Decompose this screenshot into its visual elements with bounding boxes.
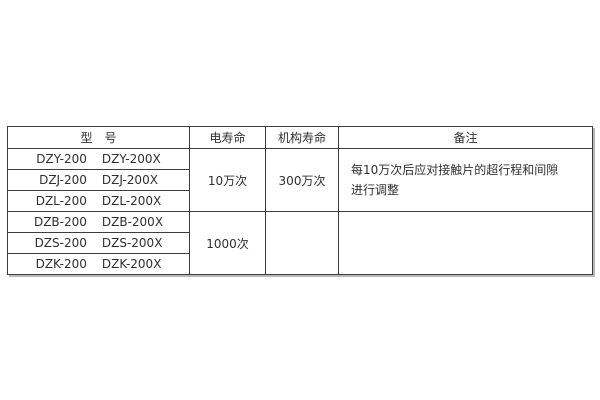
model-name: DZB-200X — [101, 215, 164, 229]
remark-group-1: 每10万次后应对接触片的超行程和间隙 进行调整 — [338, 148, 593, 212]
model-cell-dzs: DZS-200 DZS-200X — [7, 232, 190, 254]
model-cell-dzj: DZJ-200 DZJ-200X — [7, 169, 190, 191]
header-row: 型 号 电寿命 机构寿命 备注 — [7, 126, 593, 149]
model-cell-dzk: DZK-200 DZK-200X — [7, 253, 190, 275]
mechanism-life-group-2 — [265, 211, 339, 275]
table-row: DZY-200 DZY-200X 10万次 300万次 每10万次后应对接触片的… — [7, 148, 593, 212]
model-cell-dzb: DZB-200 DZB-200X — [7, 211, 190, 233]
model-cell-dzy: DZY-200 DZY-200X — [7, 148, 190, 170]
model-cell-dzl: DZL-200 DZL-200X — [7, 190, 190, 212]
model-name: DZK-200 — [35, 257, 87, 271]
model-name: DZS-200X — [101, 236, 163, 250]
mechanism-life-group-1: 300万次 — [265, 148, 339, 212]
header-remark: 备注 — [338, 126, 593, 149]
model-name: DZK-200X — [101, 257, 162, 271]
remark-group-2 — [338, 211, 593, 275]
electrical-life-group-1: 10万次 — [189, 148, 266, 212]
table-row: DZB-200 DZB-200X 1000次 — [7, 211, 593, 275]
model-name: DZS-200 — [34, 236, 87, 250]
table-row: DZL-200 DZL-200X — [7, 190, 593, 212]
model-name: DZJ-200 — [39, 173, 87, 187]
header-electrical-life: 电寿命 — [189, 126, 266, 149]
remark-line-2: 进行调整 — [351, 183, 400, 197]
model-name: DZL-200X — [101, 194, 162, 208]
model-name: DZY-200 — [36, 152, 87, 166]
header-model: 型 号 — [7, 126, 190, 149]
electrical-life-group-2: 1000次 — [189, 211, 266, 275]
relay-life-spec-table: 型 号 电寿命 机构寿命 备注 DZY-200 DZY-200X 10万次 30… — [7, 126, 593, 275]
model-name: DZY-200X — [101, 152, 161, 166]
model-name: DZB-200 — [33, 215, 87, 229]
header-mechanism-life: 机构寿命 — [265, 126, 339, 149]
remark-line-1: 每10万次后应对接触片的超行程和间隙 — [351, 163, 559, 177]
table-row: DZJ-200 DZJ-200X — [7, 169, 593, 191]
model-name: DZL-200 — [35, 194, 87, 208]
model-name: DZJ-200X — [101, 173, 158, 187]
table-row: DZK-200 DZK-200X — [7, 253, 593, 275]
